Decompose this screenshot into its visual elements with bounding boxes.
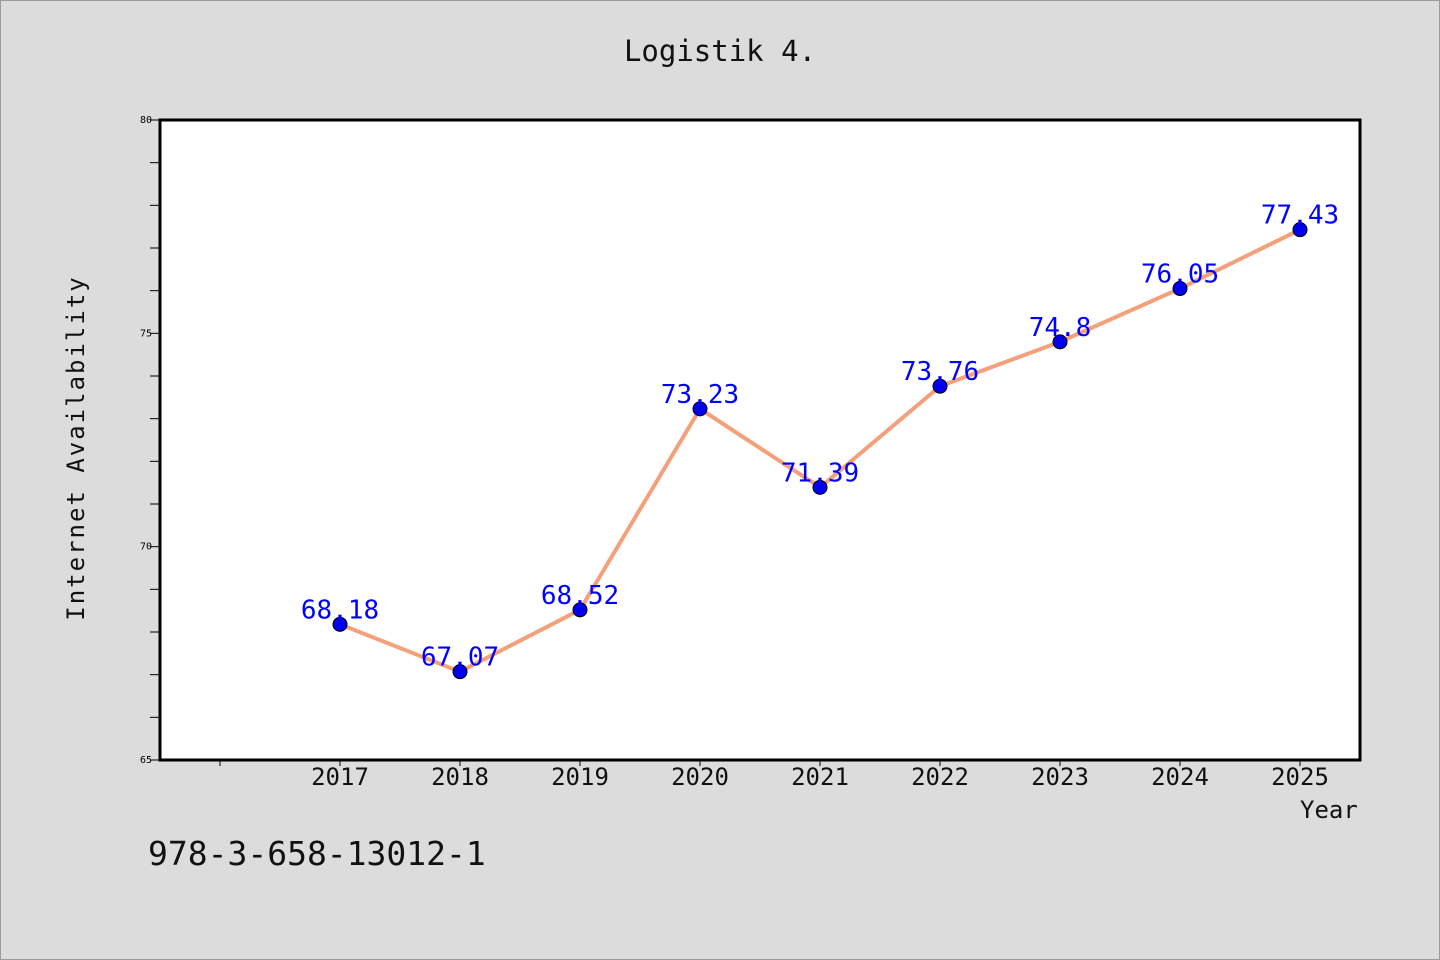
data-point — [1292, 222, 1308, 238]
y-tick-label: 75 — [140, 328, 152, 339]
y-tick-label: 70 — [140, 542, 152, 553]
x-tick-label: 2017 — [311, 763, 369, 791]
x-tick-label: 2019 — [551, 763, 609, 791]
data-point — [812, 479, 828, 495]
data-label: 73.76 — [901, 357, 979, 387]
x-tick-label: 2020 — [671, 763, 729, 791]
x-axis-label: Year — [1300, 796, 1358, 824]
x-tick-label: 2022 — [911, 763, 969, 791]
data-labels: 68.18 67.07 68.52 73.23 71.39 73.76 74.8 76.05 7… — [301, 201, 1339, 673]
data-point — [332, 616, 348, 632]
data-point — [452, 664, 468, 680]
data-point — [1052, 334, 1068, 350]
isbn-text: 978-3-658-13012-1 — [148, 834, 486, 873]
y-tick-label: 65 — [140, 755, 152, 766]
data-label: 73.23 — [661, 380, 739, 410]
data-label: 68.52 — [541, 581, 619, 611]
data-label: 76.05 — [1141, 260, 1219, 290]
data-markers — [332, 222, 1308, 680]
y-axis-label: Internet Availability — [62, 275, 90, 621]
x-tick-label: 2025 — [1271, 763, 1329, 791]
x-tick-label: 2024 — [1151, 763, 1209, 791]
data-point — [572, 602, 588, 618]
data-point — [692, 401, 708, 417]
x-tick-label: 2023 — [1031, 763, 1089, 791]
data-point — [1172, 281, 1188, 297]
data-label: 71.39 — [781, 458, 859, 488]
x-tick-label: 2018 — [431, 763, 489, 791]
plot-area — [158, 118, 1362, 762]
data-label: 74.8 — [1029, 313, 1092, 343]
data-label: 77.43 — [1261, 201, 1339, 231]
data-point — [932, 378, 948, 394]
data-label: 68.18 — [301, 595, 379, 625]
y-tick-label: 80 — [140, 115, 152, 126]
data-label: 67.07 — [421, 643, 499, 673]
y-axis: 65 70 75 80 — [140, 115, 160, 766]
x-tick-label: 2021 — [791, 763, 849, 791]
x-axis: 2017 2018 2019 2020 2021 2022 2023 2024 2025 — [219, 760, 1329, 791]
chart-title: Logistik 4. — [623, 34, 817, 68]
